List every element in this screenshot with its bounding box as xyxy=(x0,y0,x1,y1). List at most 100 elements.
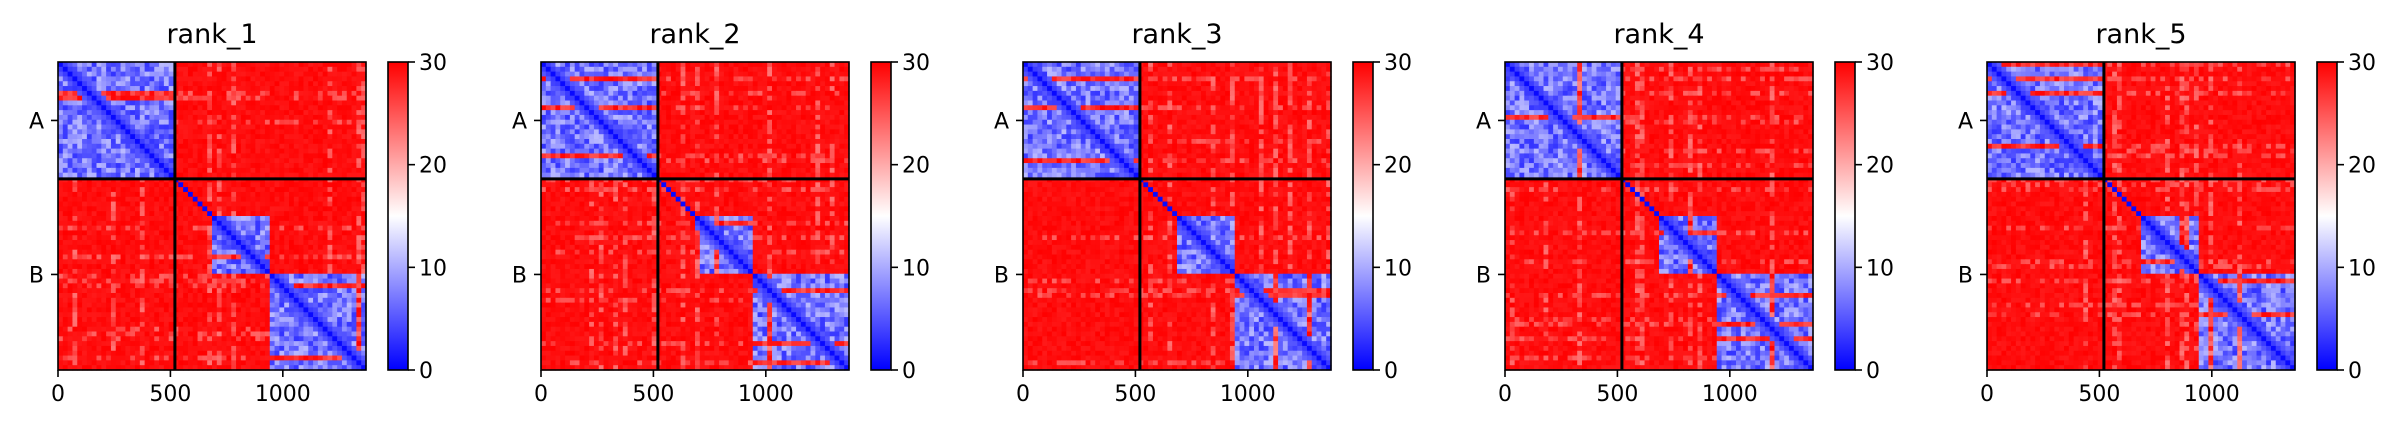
heatmap-cell xyxy=(675,119,682,126)
heatmap-cell xyxy=(120,201,126,207)
heatmap-cell xyxy=(236,100,242,106)
heatmap-cell xyxy=(279,278,285,284)
heatmap-cell xyxy=(274,71,280,78)
heatmap-cell xyxy=(289,355,295,361)
heatmap-cell xyxy=(632,114,638,121)
heatmap-cell xyxy=(250,71,256,78)
heatmap-cell xyxy=(77,268,83,275)
heatmap-cell xyxy=(192,143,199,150)
heatmap-cell xyxy=(125,273,131,280)
heatmap-cell xyxy=(62,288,69,294)
heatmap-cell xyxy=(192,240,199,246)
heatmap-cell xyxy=(96,235,102,241)
heatmap-cell xyxy=(574,124,581,130)
heatmap-cell xyxy=(120,312,126,318)
heatmap-cell xyxy=(187,134,194,140)
heatmap-cell xyxy=(322,355,329,361)
heatmap-cell xyxy=(221,158,228,164)
heatmap-cell xyxy=(690,76,696,82)
heatmap-cell xyxy=(125,153,131,159)
heatmap-cell xyxy=(627,95,634,102)
heatmap-cell xyxy=(303,158,309,164)
heatmap-cell xyxy=(96,360,102,366)
heatmap-cell xyxy=(757,81,763,87)
heatmap-cell xyxy=(130,230,136,236)
heatmap-cell xyxy=(58,110,64,116)
heatmap-cell xyxy=(183,350,189,357)
heatmap-cell xyxy=(168,312,175,318)
heatmap-cell xyxy=(313,264,319,270)
heatmap-cell xyxy=(139,191,146,198)
heatmap-cell xyxy=(303,350,309,357)
heatmap-cell xyxy=(269,167,276,174)
heatmap-cell xyxy=(82,119,88,126)
heatmap-cell xyxy=(226,240,232,246)
heatmap-cell xyxy=(192,81,199,87)
heatmap-cell xyxy=(337,206,343,212)
heatmap-cell xyxy=(187,206,194,212)
heatmap-cell xyxy=(284,153,290,159)
heatmap-cell xyxy=(255,76,261,82)
heatmap-cell xyxy=(293,220,300,227)
heatmap-cell xyxy=(82,129,88,135)
heatmap-cell xyxy=(327,66,333,73)
heatmap-cell xyxy=(250,341,256,347)
heatmap-cell xyxy=(67,249,74,256)
heatmap-cell xyxy=(255,293,261,299)
heatmap-cell xyxy=(337,110,343,116)
heatmap-cell xyxy=(690,66,696,73)
heatmap-cell xyxy=(192,317,199,323)
heatmap-cell xyxy=(120,62,126,68)
heatmap-cell xyxy=(168,293,175,299)
heatmap-cell xyxy=(231,312,237,318)
heatmap-cell xyxy=(274,105,280,111)
heatmap-cell xyxy=(91,288,98,294)
heatmap-cell xyxy=(603,124,609,130)
heatmap-cell xyxy=(159,86,165,92)
heatmap-cell xyxy=(72,240,78,246)
heatmap-cell xyxy=(579,119,585,126)
heatmap-cell xyxy=(67,110,74,116)
heatmap-cell xyxy=(565,81,571,87)
heatmap-cell xyxy=(226,216,232,222)
heatmap-cell xyxy=(351,211,357,217)
heatmap-cell xyxy=(351,288,357,294)
heatmap-cell xyxy=(212,307,218,313)
heatmap-cell xyxy=(327,293,333,299)
heatmap-cell xyxy=(183,71,189,78)
heatmap-cell xyxy=(695,81,701,87)
heatmap-cell xyxy=(346,254,353,260)
heatmap-cell xyxy=(719,62,725,68)
heatmap-cell xyxy=(313,110,319,116)
heatmap-cell xyxy=(274,249,280,256)
heatmap-cell xyxy=(346,129,353,135)
heatmap-cell xyxy=(192,268,199,275)
heatmap-cell xyxy=(245,288,252,294)
heatmap-cell xyxy=(115,158,122,164)
heatmap-cell xyxy=(82,196,88,203)
heatmap-cell xyxy=(72,331,78,337)
heatmap-cell xyxy=(216,172,223,179)
heatmap-cell xyxy=(82,206,88,212)
heatmap-cell xyxy=(130,365,136,371)
heatmap-cell xyxy=(106,264,112,270)
heatmap-cell xyxy=(308,278,314,284)
heatmap-cell xyxy=(82,312,88,318)
heatmap-cell xyxy=(207,302,213,309)
heatmap-cell xyxy=(337,158,343,164)
heatmap-cell xyxy=(207,90,213,97)
heatmap-cell xyxy=(86,119,93,126)
heatmap-cell xyxy=(178,336,184,342)
heatmap-cell xyxy=(361,201,367,207)
heatmap-cell xyxy=(284,86,290,92)
heatmap-cell xyxy=(618,76,624,82)
heatmap-cell xyxy=(560,119,566,126)
heatmap-cell xyxy=(274,302,280,309)
heatmap-cell xyxy=(646,119,653,126)
heatmap-cell xyxy=(72,119,78,126)
heatmap-cell xyxy=(293,350,300,357)
heatmap-cell xyxy=(670,76,677,82)
heatmap-cell xyxy=(231,360,237,366)
heatmap-cell xyxy=(58,172,64,179)
heatmap-cell xyxy=(67,76,74,82)
